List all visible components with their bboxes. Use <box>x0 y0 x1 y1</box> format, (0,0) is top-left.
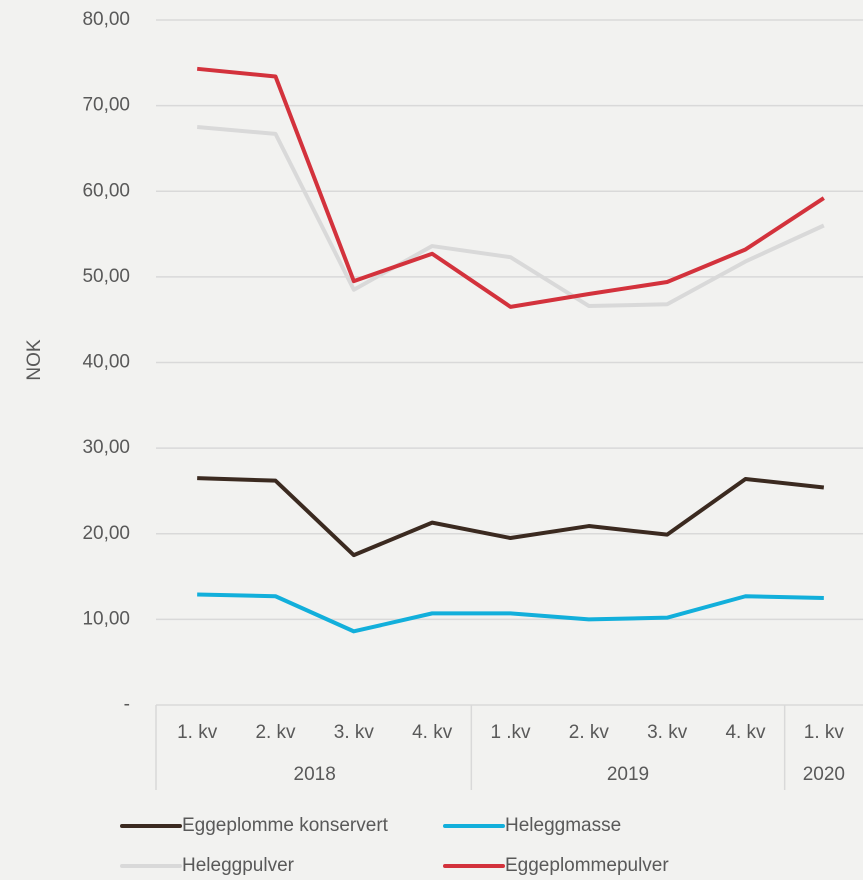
y-tick-label: 30,00 <box>82 437 130 458</box>
y-tick-label: - <box>124 694 130 715</box>
series-line <box>197 476 825 558</box>
legend-label: Eggeplommepulver <box>505 855 669 876</box>
x-tick-label: 2. kv <box>255 722 296 743</box>
x-tick-label: 1 .kv <box>490 722 531 743</box>
series-line <box>196 66 825 309</box>
y-tick-label: 80,00 <box>82 9 130 30</box>
series-line <box>197 592 824 634</box>
x-group-label: 2020 <box>803 764 845 785</box>
y-axis-label: NOK <box>24 339 45 381</box>
series-line <box>196 125 825 308</box>
y-tick-label: 60,00 <box>82 180 130 201</box>
x-group-label: 2019 <box>607 764 649 785</box>
x-tick-label: 1. kv <box>177 722 218 743</box>
legend-label: Eggeplomme konservert <box>182 815 389 836</box>
y-tick-label: 10,00 <box>82 608 130 629</box>
legend-label: Heleggmasse <box>505 815 621 836</box>
y-tick-label: 50,00 <box>82 266 130 287</box>
y-tick-label: 40,00 <box>82 352 130 373</box>
x-group-label: 2018 <box>294 764 336 785</box>
x-tick-label: 4. kv <box>725 722 766 743</box>
x-tick-label: 3. kv <box>647 722 688 743</box>
legend-label: Heleggpulver <box>182 855 295 876</box>
x-tick-label: 3. kv <box>334 722 375 743</box>
y-tick-label: 20,00 <box>82 523 130 544</box>
y-tick-label: 70,00 <box>82 95 130 116</box>
x-tick-label: 4. kv <box>412 722 453 743</box>
x-tick-label: 1. kv <box>804 722 845 743</box>
x-tick-label: 2. kv <box>569 722 610 743</box>
